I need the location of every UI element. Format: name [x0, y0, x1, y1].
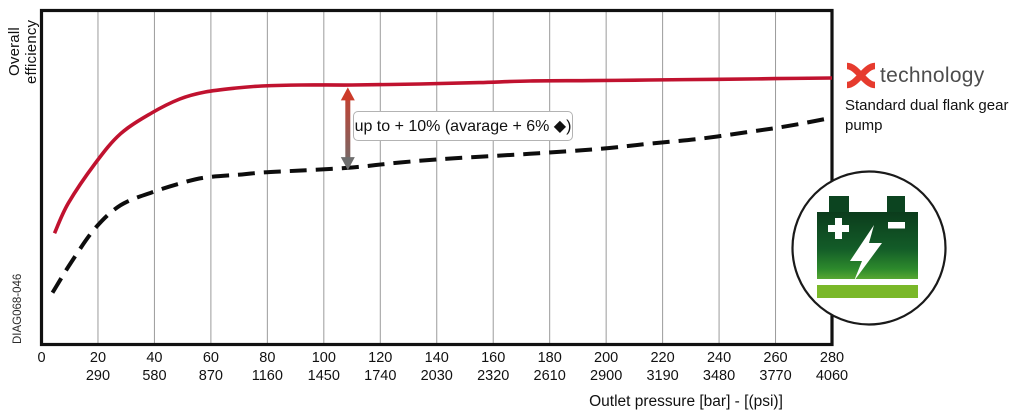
arrow-head-down-icon	[340, 157, 355, 171]
x-axis-title: Outlet pressure [bar] - [(psi)]	[589, 393, 783, 410]
battery-base-bar	[817, 285, 918, 298]
minus-sign	[888, 222, 905, 229]
battery-terminal-left	[829, 196, 849, 213]
battery-terminal-right	[887, 196, 905, 213]
brand-logo: technology	[843, 62, 985, 89]
diagram-id: DIAG068-046	[12, 273, 24, 344]
gain-annotation-box: up to + 10% (avarage + 6% ◆)	[353, 111, 573, 141]
battery-icon	[791, 170, 947, 326]
plot-border	[39, 8, 834, 347]
plus-sign-vertical	[835, 218, 842, 239]
standard-pump-label: Standard dual flank gear pump	[845, 97, 1009, 134]
brand-logo-text: technology	[880, 63, 985, 87]
arrow-head-up-icon	[340, 87, 355, 101]
standard-pump-curve	[50, 115, 833, 294]
gain-arrow	[340, 87, 355, 171]
x-technology-icon	[846, 62, 876, 89]
y-axis-label: Overall efficiency	[6, 19, 40, 85]
lightning-bolt-icon	[850, 225, 882, 281]
x-technology-curve	[52, 76, 833, 235]
